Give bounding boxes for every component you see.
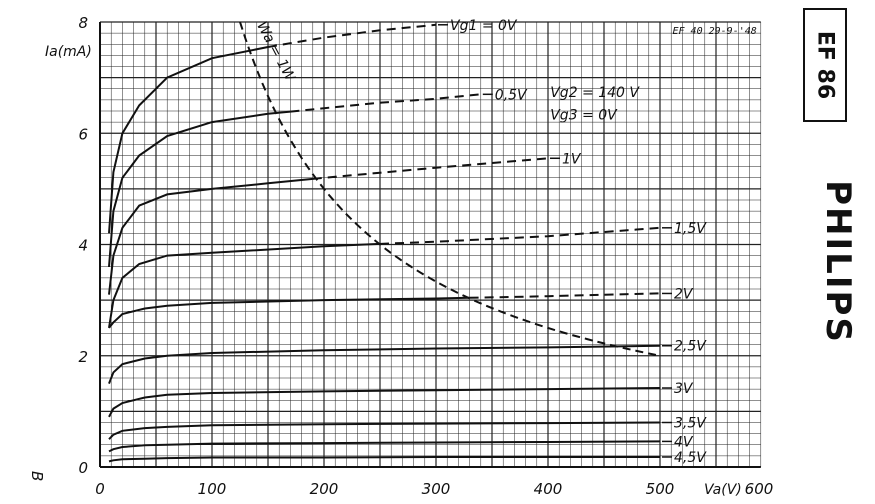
- curve-label: 2V: [674, 286, 694, 302]
- curve-10-solid: [108, 456, 660, 463]
- curve-label: 3V: [674, 381, 694, 397]
- curve-7-solid: [108, 387, 661, 418]
- curve-1-solid: [108, 46, 269, 234]
- y-tick-label: 8: [78, 14, 88, 32]
- x-tick-label: 300: [422, 480, 451, 498]
- curve-label: 4,5V: [674, 450, 707, 466]
- labels: 0 100 200 300 400 500 0 2 4 6 8 600 Ia(mA) Va(V) EF 40…: [28, 14, 773, 498]
- x-axis-label: Va(V): [704, 482, 742, 498]
- curve-4-solid: [108, 242, 381, 329]
- x-tick-label: 500: [646, 480, 675, 498]
- corner-mark: B: [28, 471, 46, 481]
- curve-5-dashed: [469, 292, 661, 299]
- x-tick-label: 600: [745, 480, 774, 498]
- curve-4-dashed: [379, 226, 661, 245]
- curve-2-dashed: [290, 93, 481, 113]
- power-curve: [239, 21, 661, 357]
- curve-2-solid: [108, 110, 291, 267]
- curve-label: 3,5V: [674, 416, 707, 432]
- curve-5-solid: [108, 296, 470, 329]
- curve-1-dashed: [267, 23, 437, 48]
- axes: [99, 22, 761, 468]
- curve-3-solid: [108, 177, 313, 295]
- y-tick-label: 4: [78, 237, 88, 255]
- condition-vg3: Vg3 = 0V: [550, 107, 618, 123]
- tube-type: EF 86: [812, 30, 838, 100]
- tube-type-box: EF 86: [803, 8, 847, 122]
- curve-label: 2,5V: [674, 339, 707, 355]
- power-hyperbola: [239, 21, 661, 357]
- y-axis-label: Ia(mA): [45, 44, 92, 60]
- y-tick-label: 0: [78, 459, 88, 477]
- condition-vg2: Vg2 = 140 V: [550, 85, 640, 101]
- drawing-reference: EF 40 29-9-'48: [673, 26, 757, 37]
- grid: [99, 21, 762, 468]
- curve-label: 1,5V: [674, 221, 707, 237]
- curves: [108, 23, 672, 463]
- y-tick-label: 6: [78, 125, 88, 143]
- curve-9-solid: [108, 440, 661, 453]
- curve-label: 4V: [674, 434, 694, 450]
- curve-label: 1V: [562, 151, 582, 167]
- y-tick-label: 2: [78, 348, 88, 366]
- curve-6-solid: [108, 344, 661, 384]
- x-tick-label: 400: [534, 480, 563, 498]
- x-tick-label: 200: [310, 480, 339, 498]
- curve-label: 0,5V: [495, 87, 528, 103]
- x-tick-label: 0: [95, 480, 105, 498]
- curve-3-dashed: [312, 157, 549, 180]
- curve-label: Vg1 = 0V: [450, 18, 518, 34]
- brand-logo: PHILIPS: [818, 180, 858, 344]
- curve-8-solid: [108, 421, 661, 440]
- x-tick-label: 100: [198, 480, 227, 498]
